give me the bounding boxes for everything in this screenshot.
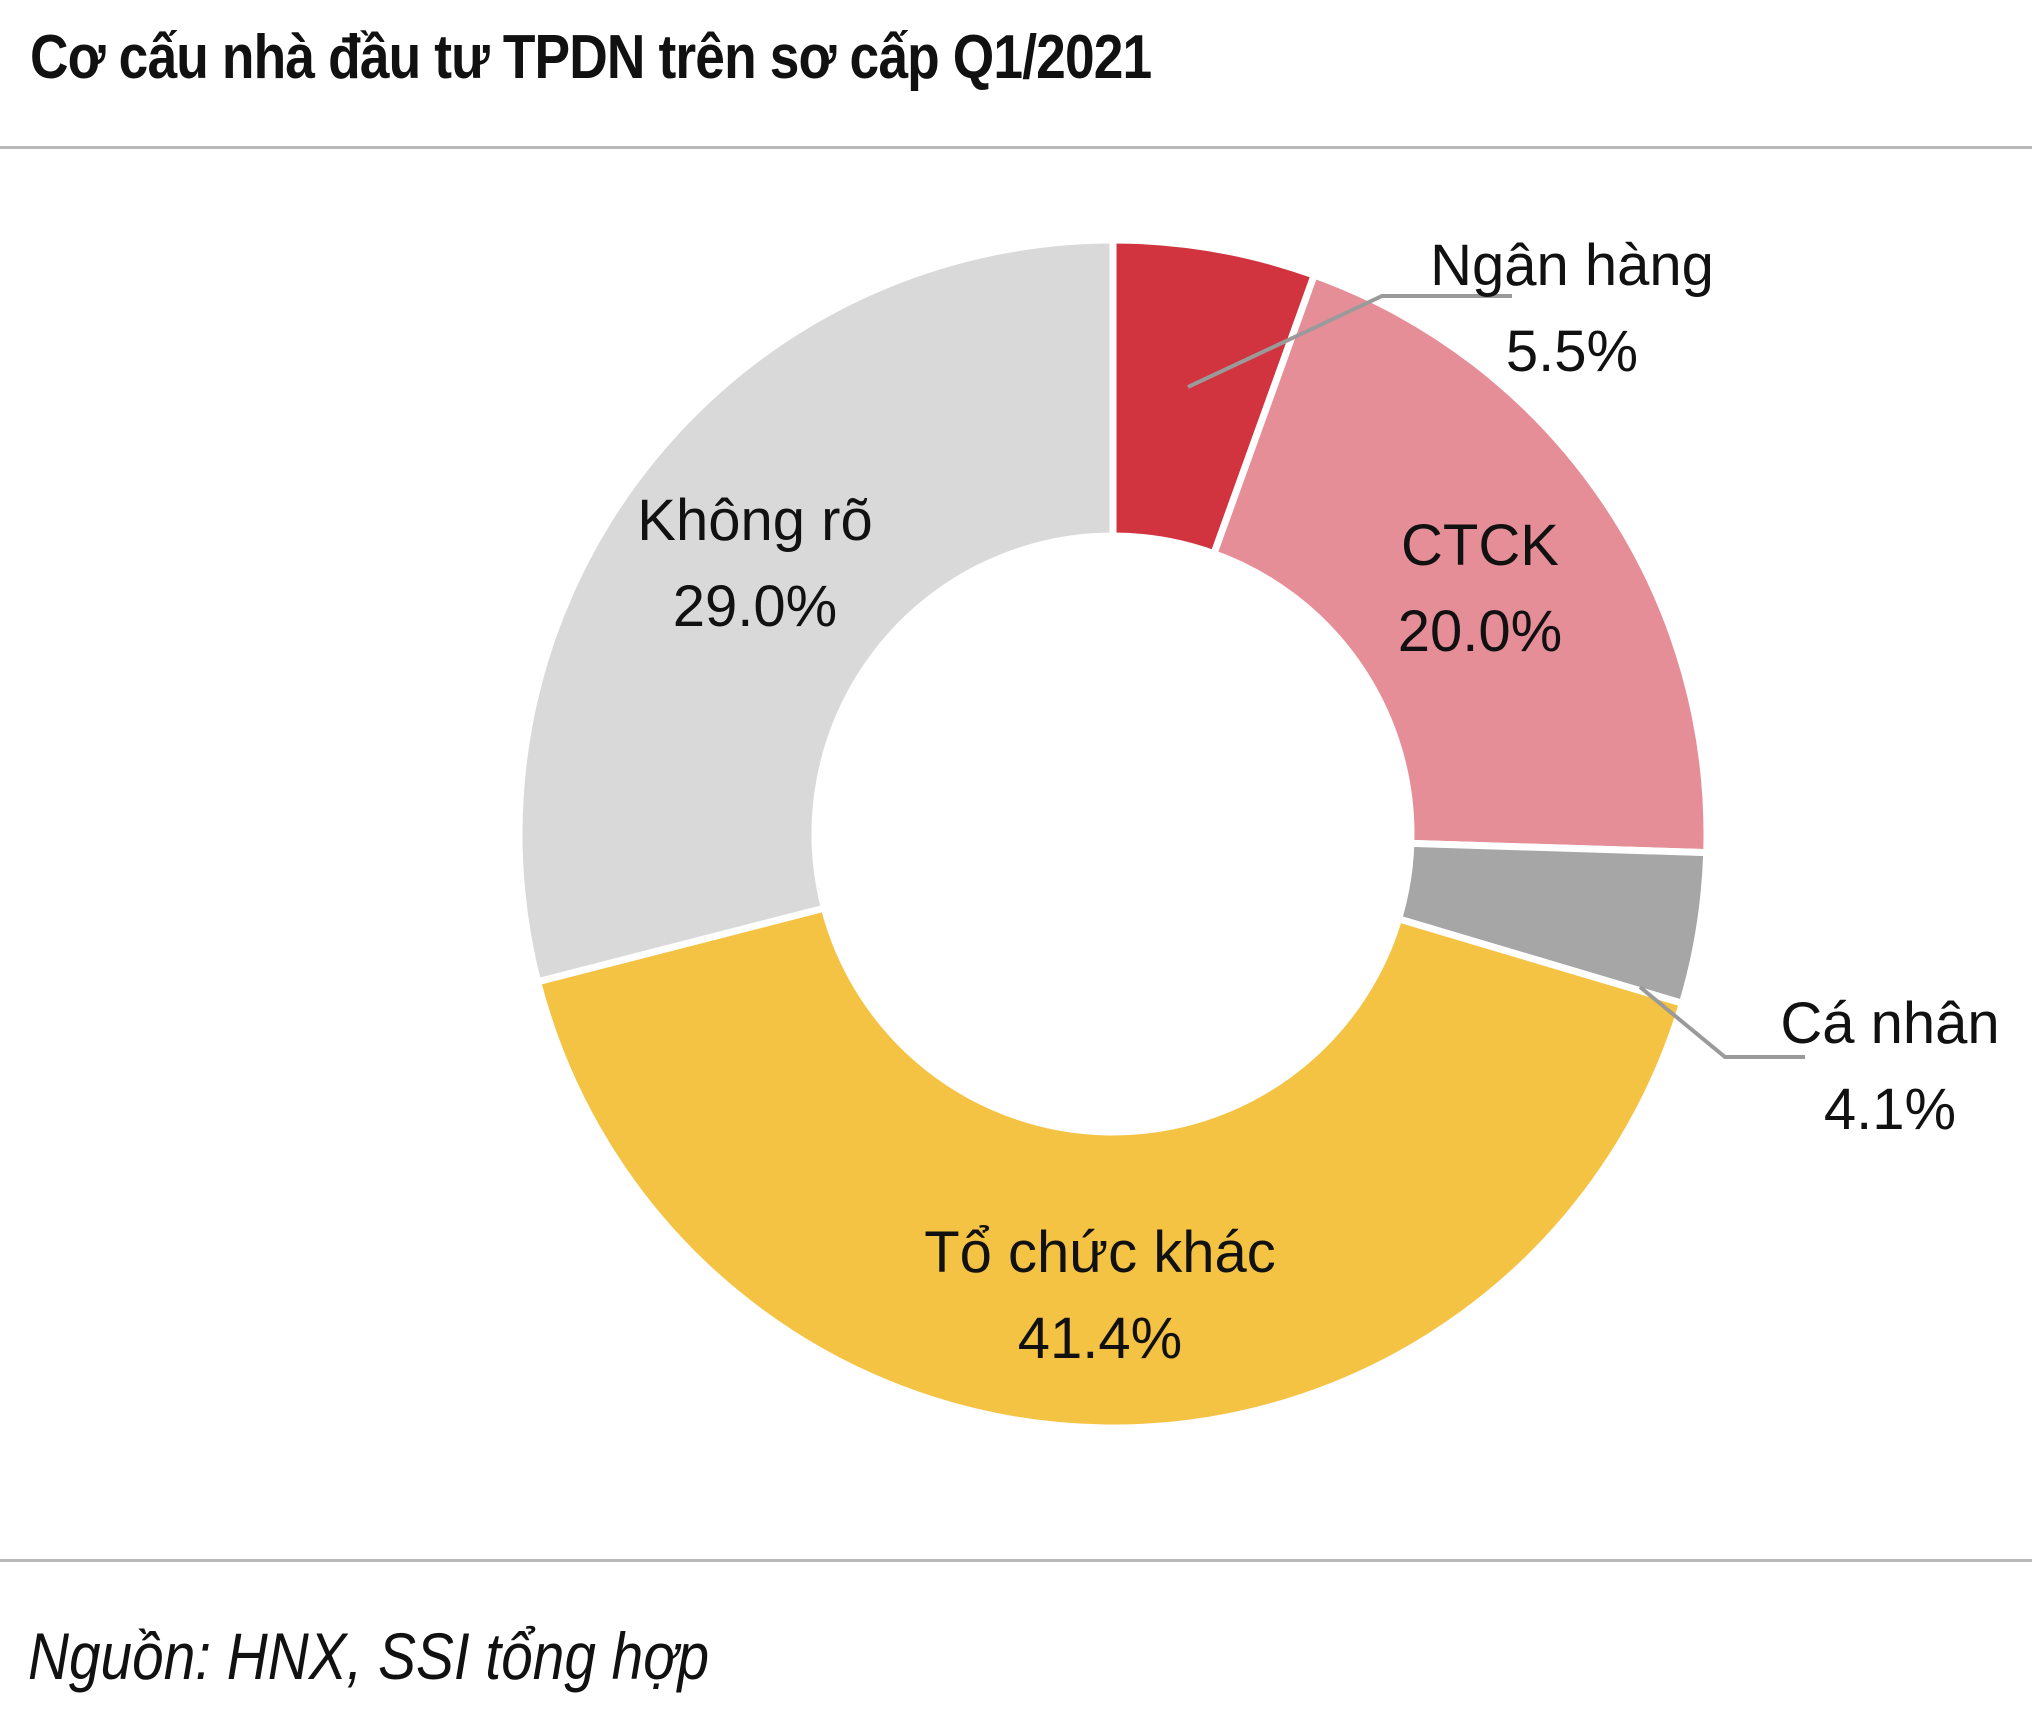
slice-label-2: Cá nhân (1780, 991, 1999, 1056)
slice-label-3: Tổ chức khác (924, 1220, 1276, 1285)
slice-value-4: 29.0% (673, 574, 837, 639)
leader-line-0 (1187, 294, 1512, 389)
slice-value-2: 4.1% (1824, 1077, 1956, 1142)
slice-value-3: 41.4% (1018, 1306, 1182, 1371)
source-note: Nguồn: HNX, SSI tổng hợp (28, 1619, 710, 1693)
slice-label-4: Không rõ (637, 488, 872, 553)
leader-line-2 (1638, 985, 1805, 1059)
chart-title: Cơ cấu nhà đầu tư TPDN trên sơ cấp Q1/20… (30, 23, 1152, 92)
donut-slice-4 (515, 236, 1117, 986)
donut-slice-1 (1209, 270, 1711, 857)
donut-slice-3 (533, 903, 1687, 1432)
slice-value-1: 20.0% (1398, 599, 1562, 664)
slice-label-0: Ngân hàng (1430, 233, 1714, 298)
top-divider (0, 146, 2032, 149)
bottom-divider (0, 1559, 2032, 1562)
slice-value-0: 5.5% (1506, 319, 1638, 384)
slice-label-1: CTCK (1401, 513, 1559, 578)
